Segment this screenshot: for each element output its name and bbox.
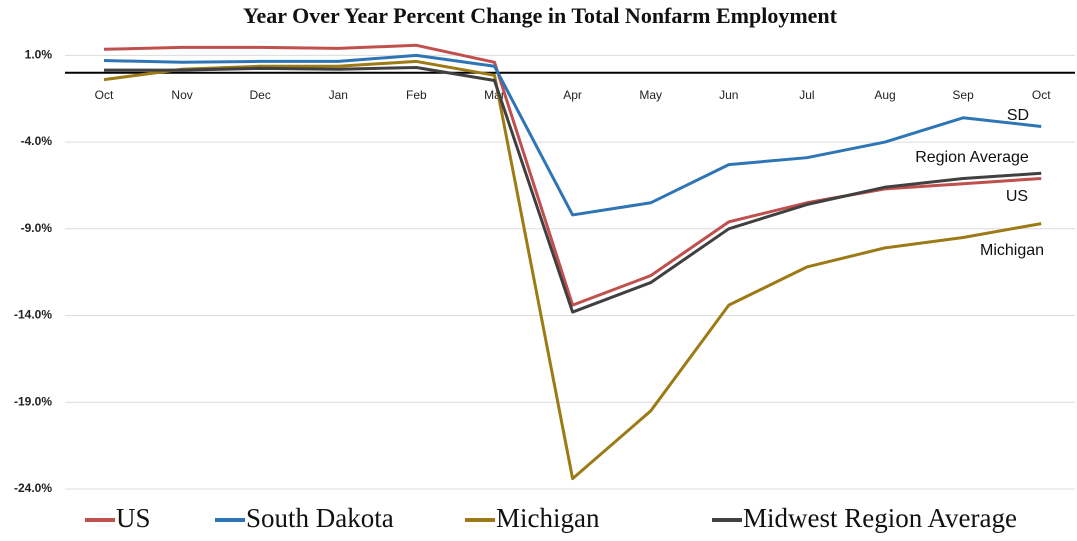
series-line xyxy=(103,59,1042,481)
x-tick-label: Jul xyxy=(799,88,814,102)
x-tick-label: Jun xyxy=(719,88,738,102)
series-line xyxy=(103,53,1042,217)
legend-label: Michigan xyxy=(496,503,600,533)
series-line xyxy=(104,65,1042,314)
y-tick-label: -19.0% xyxy=(14,394,52,408)
series-line xyxy=(103,43,1042,307)
x-tick-label: Feb xyxy=(406,88,427,102)
annotation: US xyxy=(1006,188,1028,205)
x-tick-label: Dec xyxy=(250,88,271,102)
annotation: Region Average xyxy=(915,149,1029,166)
x-tick-label: Oct xyxy=(1032,88,1051,102)
y-tick-label: -4.0% xyxy=(21,134,53,148)
y-tick-label: 1.0% xyxy=(25,48,53,62)
annotation: SD xyxy=(1007,107,1029,124)
y-tick-label: -9.0% xyxy=(21,221,53,235)
y-tick-label: -14.0% xyxy=(14,308,52,322)
x-tick-label: Sep xyxy=(952,88,974,102)
chart-title: Year Over Year Percent Change in Total N… xyxy=(243,3,838,28)
x-tick-label: Apr xyxy=(563,88,582,102)
legend-label: US xyxy=(116,503,151,533)
x-tick-label: Nov xyxy=(171,88,192,102)
x-tick-label: May xyxy=(639,88,662,102)
x-tick-label: Jan xyxy=(329,88,348,102)
legend-label: South Dakota xyxy=(246,503,394,533)
x-tick-label: Aug xyxy=(874,88,895,102)
y-tick-label: -24.0% xyxy=(14,481,52,495)
x-tick-label: Oct xyxy=(95,88,114,102)
legend-label: Midwest Region Average xyxy=(743,503,1017,533)
annotation: Michigan xyxy=(980,242,1044,259)
